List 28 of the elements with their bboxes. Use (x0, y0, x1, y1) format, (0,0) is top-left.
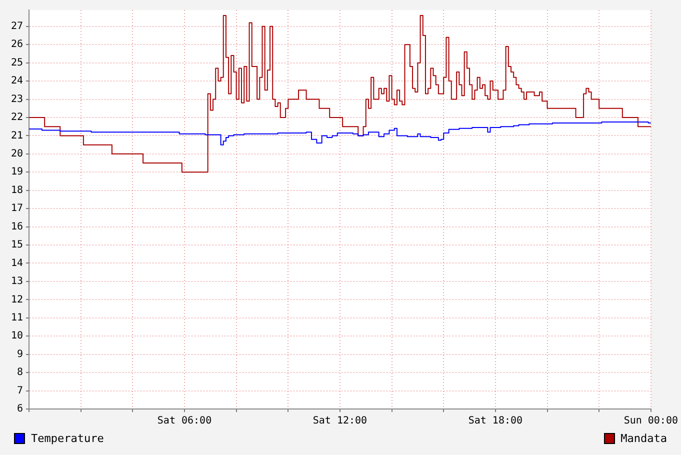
y-tick-label: 22 (10, 112, 24, 124)
y-tick-label: 25 (10, 57, 24, 68)
y-tick-label: 9 (17, 348, 24, 360)
y-tick-label: 14 (10, 258, 24, 269)
y-tick-label: 7 (17, 385, 24, 396)
x-tick-label: Sun 00:00 (624, 416, 678, 427)
x-tick-label: Sat 12:00 (312, 416, 368, 427)
y-tick-label: 15 (10, 240, 24, 251)
x-tick-label: Sat 06:00 (157, 416, 212, 427)
y-tick-label: 27 (10, 20, 24, 32)
x-tick-label: Sat 18:00 (468, 416, 523, 427)
y-tick-label: 20 (10, 148, 24, 160)
y-tick-label: 17 (10, 203, 24, 214)
y-tick-label: 13 (10, 276, 24, 288)
y-tick-label: 26 (10, 39, 24, 50)
y-tick-label: 12 (10, 294, 24, 306)
y-tick-label: 18 (10, 184, 24, 196)
legend-label: Temperature (31, 432, 104, 445)
y-tick-label: 21 (10, 130, 24, 142)
y-tick-label: 10 (10, 330, 24, 342)
y-tick-label: 11 (10, 312, 24, 324)
y-tick-label: 19 (10, 166, 24, 178)
y-tick-label: 24 (10, 76, 24, 87)
legend-label: Mandata (620, 432, 667, 445)
y-tick-label: 23 (10, 94, 24, 105)
y-tick-label: 16 (10, 221, 24, 232)
y-tick-label: 8 (17, 367, 24, 378)
y-tick-label: 6 (17, 404, 24, 415)
